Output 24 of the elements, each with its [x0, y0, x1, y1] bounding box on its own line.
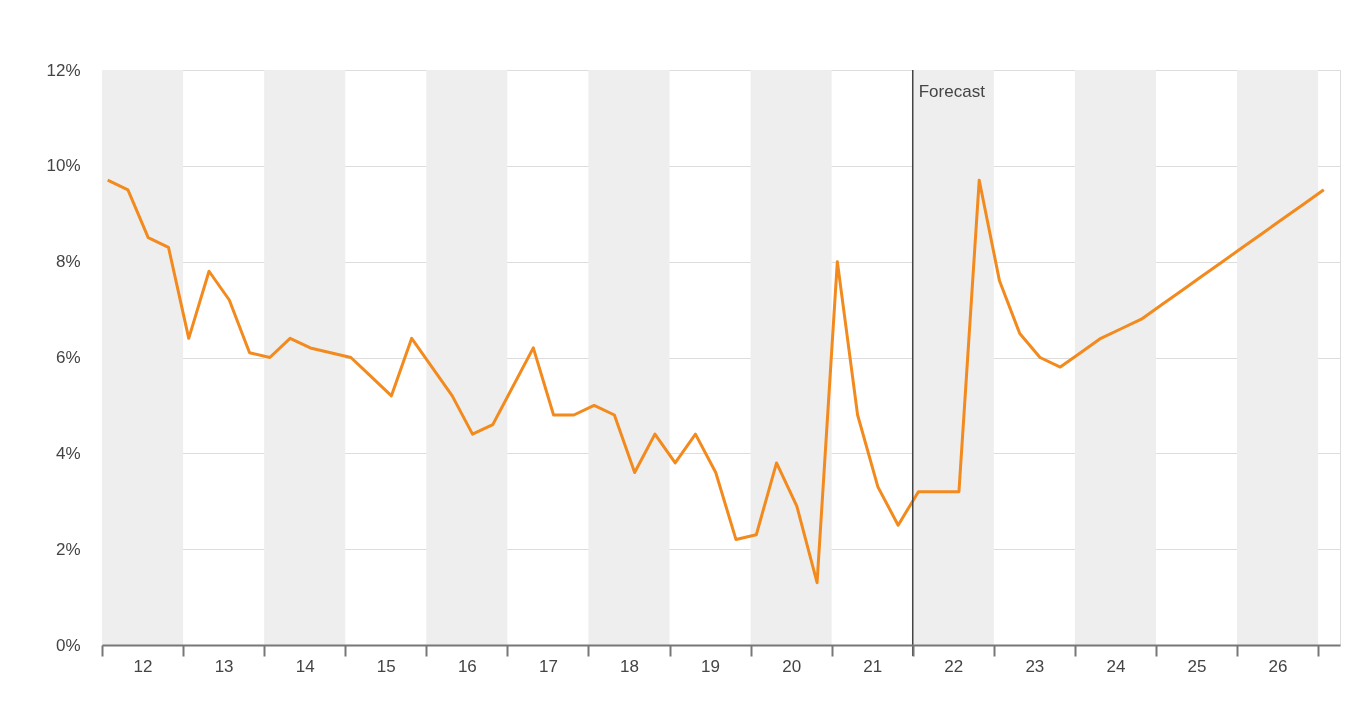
x-tick-label: 25 [1187, 656, 1207, 676]
y-tick-label: 6% [55, 348, 81, 367]
x-tick-label: 19 [701, 656, 721, 676]
y-tick-label: 12% [46, 60, 81, 80]
ref-line-label: Forecast [918, 82, 986, 101]
x-tick-label: 15 [376, 656, 396, 676]
x-tick-label: 17 [538, 656, 558, 676]
x-tick-label: 13 [214, 656, 234, 676]
x-tick-label: 26 [1268, 656, 1288, 676]
y-tick-label: 0% [55, 635, 81, 655]
y-tick-label: 8% [55, 252, 81, 272]
x-tick-label: 16 [457, 656, 477, 676]
x-tick-label: 24 [1106, 656, 1126, 676]
x-tick-label: 18 [620, 656, 639, 676]
x-tick-label: 14 [295, 656, 315, 676]
x-tick-label: 20 [782, 656, 802, 676]
x-tick-label: 12 [133, 656, 153, 676]
line-series [106, 178, 1326, 585]
x-tick-label: 21 [863, 656, 883, 676]
y-tick-label: 4% [55, 443, 81, 463]
x-tick-label: 22 [944, 656, 964, 676]
y-tick-label: 2% [55, 539, 81, 559]
y-tick-label: 10% [46, 156, 81, 176]
x-tick-label: 23 [1025, 656, 1045, 676]
